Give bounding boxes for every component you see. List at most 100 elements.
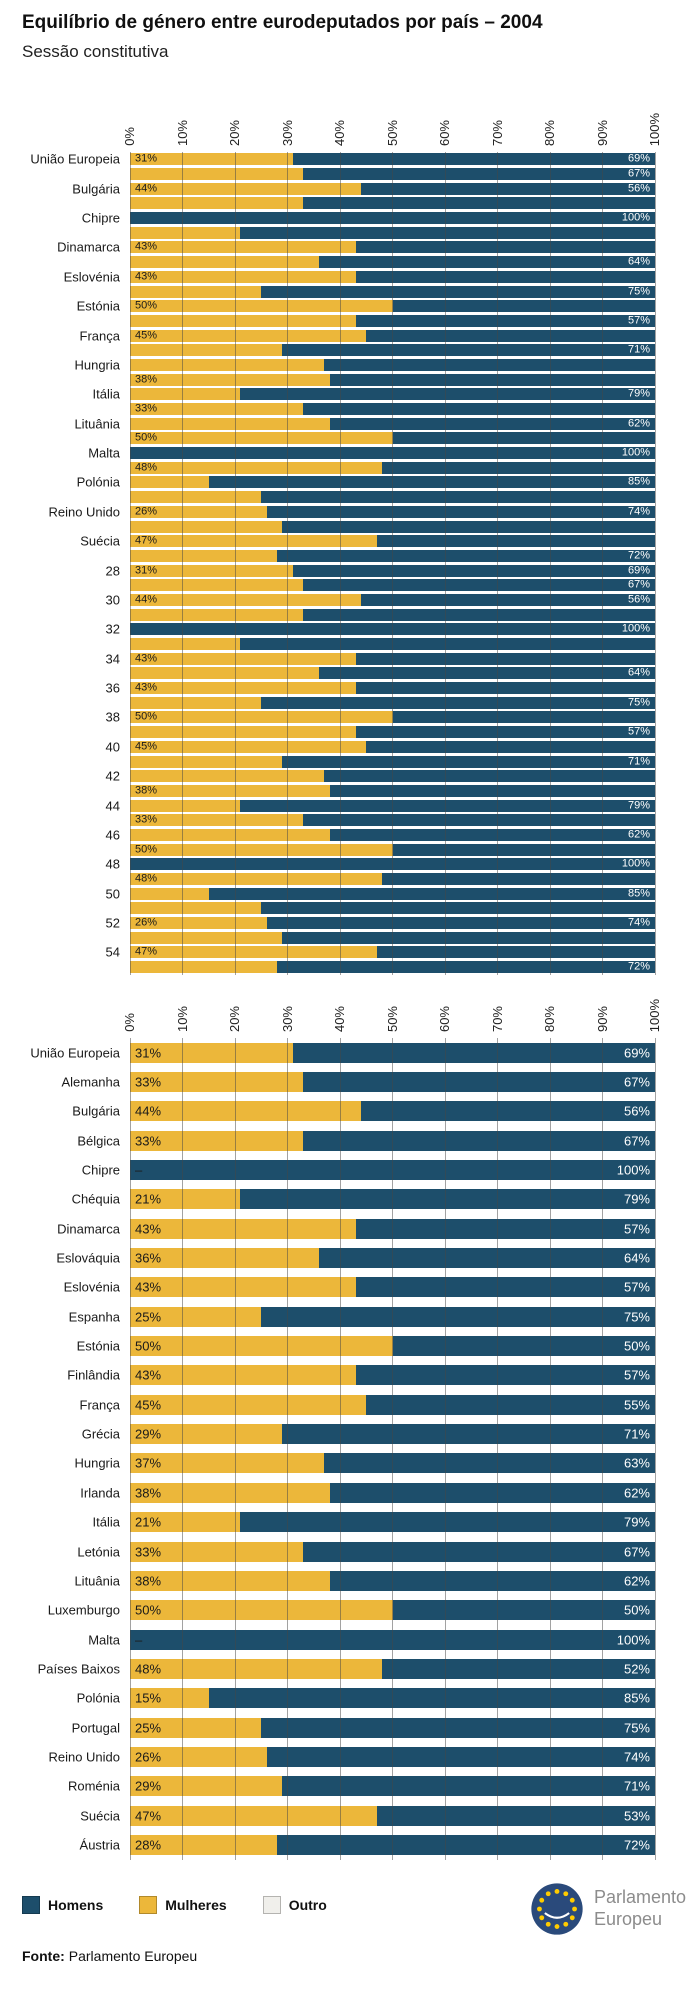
bar-row: 64% — [130, 666, 655, 681]
bar-segment-women — [130, 931, 283, 944]
bar-segment-men — [292, 564, 655, 577]
bar-segment-women — [130, 740, 367, 753]
bar-segment-men — [319, 256, 655, 269]
women-value-label: – — [135, 1632, 143, 1648]
men-value-label: 100% — [621, 622, 650, 635]
bar-segment-men — [392, 843, 655, 856]
bar-segment-women — [130, 1130, 304, 1151]
x-axis-tick-label: 70% — [489, 1005, 505, 1032]
women-value-label: 31% — [135, 152, 158, 165]
stacked-bar — [130, 711, 655, 724]
bar-segment-men — [282, 1424, 655, 1445]
bar-segment-men — [376, 1805, 655, 1826]
bar-row: 33% 67% Bélgica — [77, 1126, 655, 1155]
bar-segment-women — [130, 197, 304, 210]
women-value-label: 33% — [135, 1544, 162, 1560]
y-axis-label: Estónia — [76, 1338, 120, 1354]
bar-row: 45% França — [80, 328, 655, 343]
stacked-bar — [130, 1541, 655, 1562]
women-value-label: 43% — [135, 1367, 162, 1383]
legend: Homens Mulheres Outro — [22, 1896, 363, 1914]
x-axis-top-chart: 0% 10% 20% 30% 40% 50% 60% 70% 80% 90% 100% — [122, 100, 662, 148]
women-value-label: 45% — [135, 740, 158, 753]
stacked-bar — [130, 726, 655, 739]
stacked-bar — [130, 1717, 655, 1738]
y-axis-label: Malta — [88, 1632, 120, 1648]
women-value-label: 25% — [135, 1720, 162, 1736]
men-value-label: 67% — [627, 578, 650, 591]
men-value-label: 71% — [627, 343, 650, 356]
stacked-bar — [130, 593, 655, 606]
bar-segment-women — [130, 1101, 361, 1122]
men-value-label: 63% — [623, 1455, 650, 1471]
y-axis-label: Grécia — [81, 1426, 120, 1442]
bar-segment-women — [130, 1776, 283, 1797]
stacked-bar — [130, 1805, 655, 1826]
y-axis-label: Bulgária — [72, 1103, 120, 1119]
women-value-label: 38% — [135, 1485, 162, 1501]
bar-row: 25% 75% Portugal — [72, 1713, 655, 1742]
bar-segment-men — [392, 711, 655, 724]
y-axis-label: Hungria — [74, 357, 120, 373]
women-value-label: 43% — [135, 270, 158, 283]
stacked-bar — [130, 1189, 655, 1210]
stacked-bar — [130, 652, 655, 665]
stacked-bar — [130, 417, 655, 430]
stacked-bar — [130, 314, 655, 327]
stacked-bar — [130, 1101, 655, 1122]
stacked-bar — [130, 828, 655, 841]
bar-segment-women — [130, 1394, 367, 1415]
bar-segment-men — [329, 417, 655, 430]
bar-row: 48% — [130, 460, 655, 475]
y-axis-label: União Europeia — [30, 151, 120, 167]
stacked-bar — [130, 1365, 655, 1386]
bar-segment-women — [130, 1365, 356, 1386]
men-value-label: 72% — [627, 960, 650, 973]
bar-segment-women — [130, 1746, 267, 1767]
bar-segment-men — [361, 182, 655, 195]
bar-segment-men — [292, 1042, 655, 1063]
men-value-label: 52% — [623, 1661, 650, 1677]
bar-segment-women — [130, 520, 283, 533]
stacked-bar — [130, 667, 655, 680]
women-value-label: 26% — [135, 916, 158, 929]
bar-segment-women — [130, 461, 382, 474]
stacked-bar — [130, 1776, 655, 1797]
men-value-label: 69% — [627, 152, 650, 165]
men-value-label: 67% — [627, 167, 650, 180]
y-axis-label: Estónia — [76, 298, 120, 314]
stacked-bar — [130, 212, 655, 225]
bar-segment-men — [282, 520, 655, 533]
stacked-bar — [130, 696, 655, 709]
bar-row — [130, 930, 655, 945]
bar-segment-men — [240, 1189, 655, 1210]
bar-segment-women — [130, 1600, 393, 1621]
y-axis-label: Áustria — [79, 1837, 120, 1853]
bar-segment-women — [130, 417, 330, 430]
bar-row: 37% 63% Hungria — [74, 1449, 655, 1478]
bar-segment-women — [130, 608, 304, 621]
men-value-label: 56% — [623, 1103, 650, 1119]
women-value-label: 48% — [135, 1661, 162, 1677]
bar-row: 47% Suécia — [80, 534, 655, 549]
bar-row: 45% 55% França — [80, 1390, 655, 1419]
bar-segment-women — [130, 314, 356, 327]
bar-segment-men — [382, 873, 655, 886]
legend-item-outro: Outro — [262, 1896, 327, 1914]
bar-segment-women — [130, 652, 356, 665]
women-value-label: 50% — [135, 299, 158, 312]
stacked-bar — [130, 358, 655, 371]
bar-segment-men — [319, 1248, 655, 1269]
bar-segment-men — [277, 961, 655, 974]
bar-segment-women — [130, 476, 209, 489]
bar-segment-men — [240, 1512, 655, 1533]
men-value-label: 75% — [623, 1720, 650, 1736]
bar-segment-men — [277, 1834, 655, 1855]
women-value-label: 47% — [135, 534, 158, 547]
stacked-bar — [130, 682, 655, 695]
bar-row: 62% Lituânia — [74, 416, 655, 431]
women-value-label: 43% — [135, 652, 158, 665]
stacked-bar — [130, 505, 655, 518]
bar-row: 42 — [106, 769, 655, 784]
y-axis-label: Hungria — [74, 1455, 120, 1471]
